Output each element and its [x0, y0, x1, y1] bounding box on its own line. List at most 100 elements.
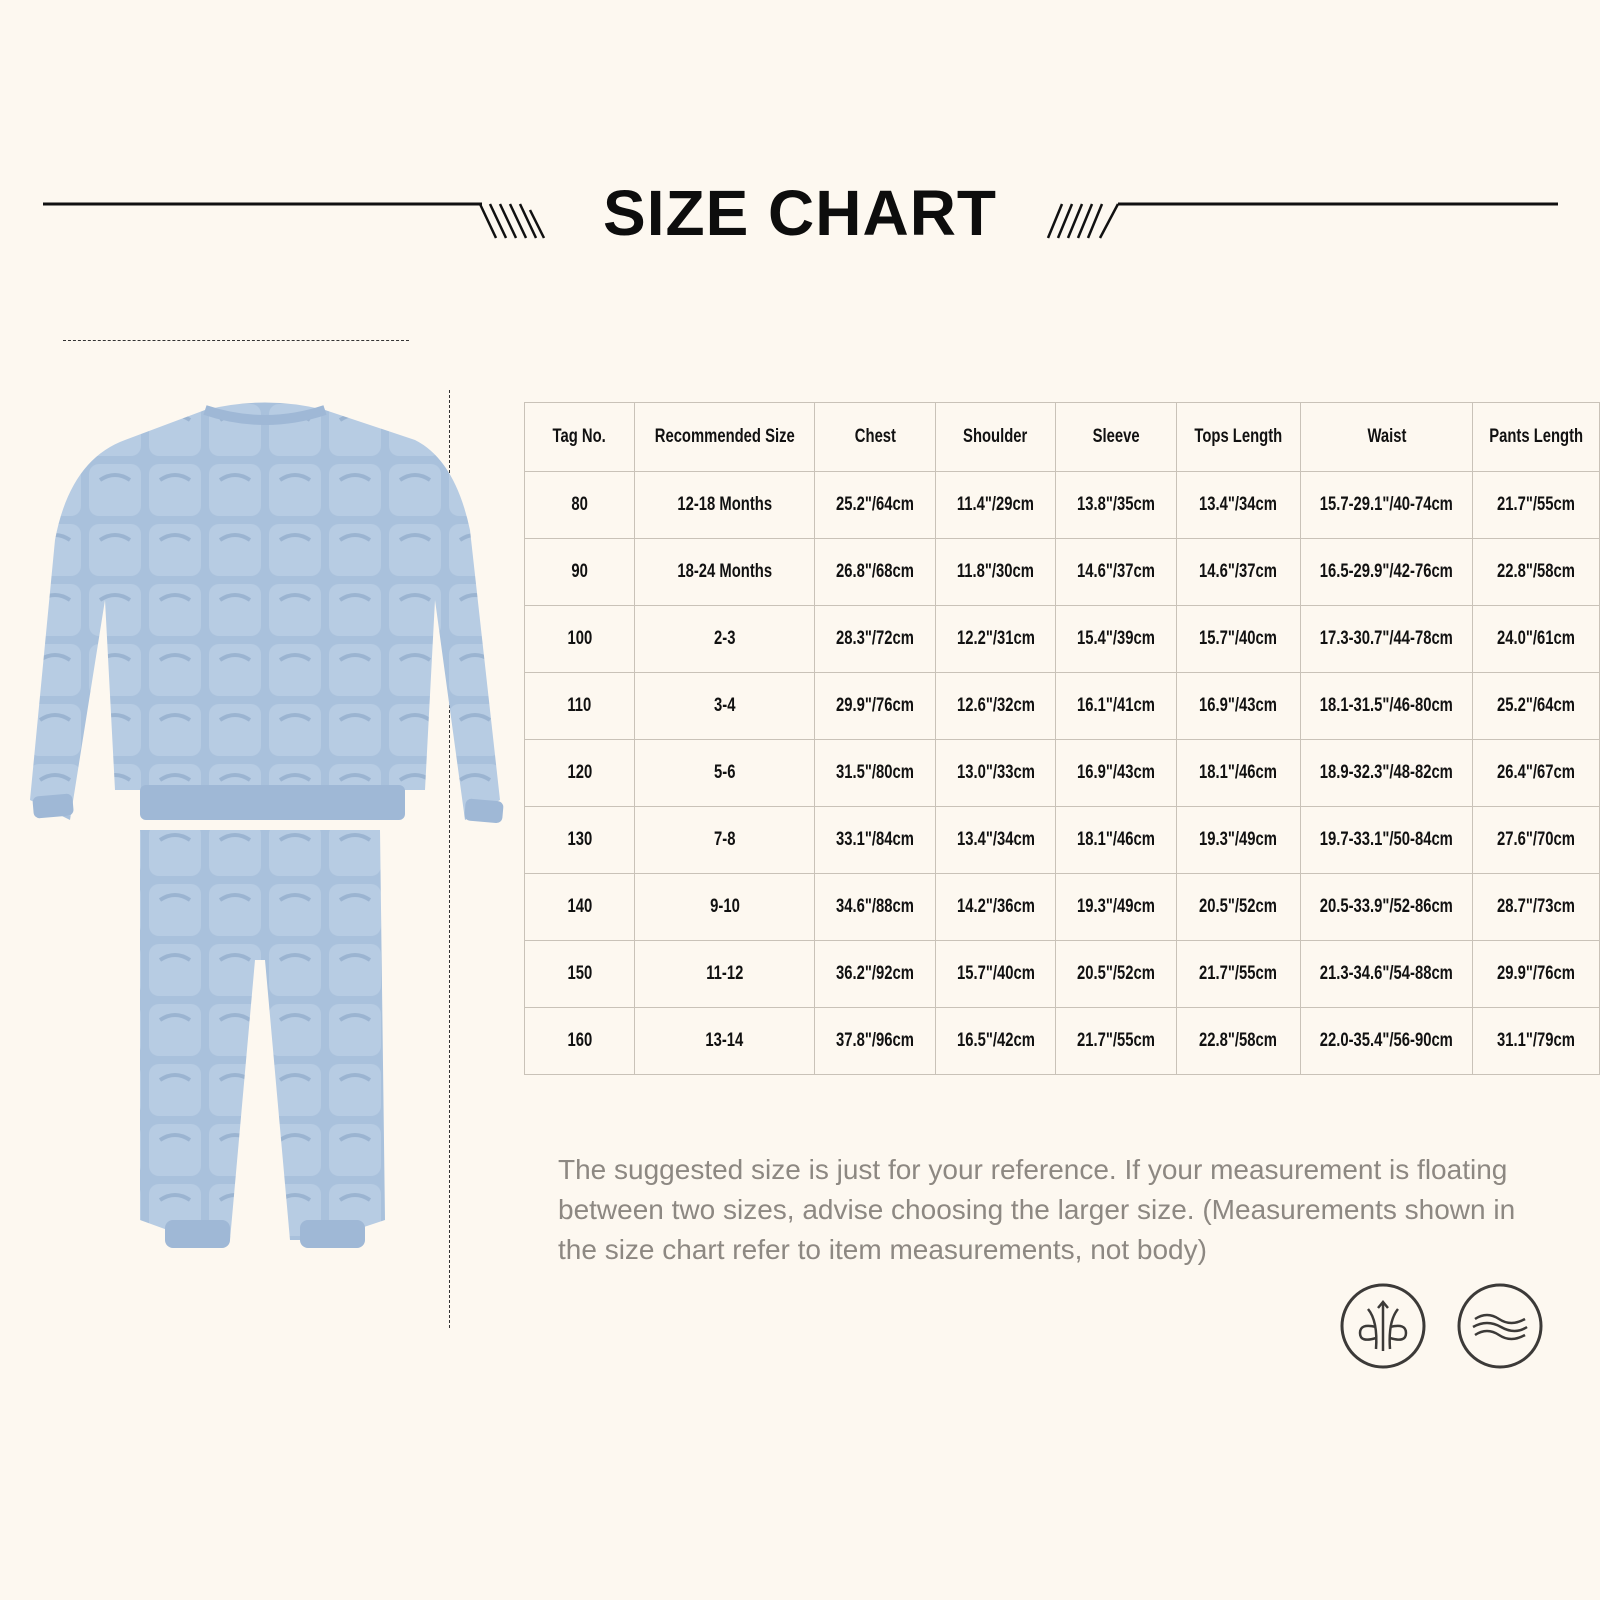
table-cell: 22.8"/58cm	[1471, 538, 1600, 606]
breathable-icon	[1340, 1283, 1426, 1369]
table-cell: 18.1"/46cm	[1175, 739, 1302, 807]
table-cell: 160	[524, 1007, 635, 1075]
cell-value: 21.7"/55cm	[1076, 1030, 1155, 1051]
column-header: Tops Length	[1175, 402, 1302, 472]
table-cell: 2-3	[633, 605, 816, 673]
cell-value: 15.7"/40cm	[956, 963, 1035, 984]
cell-value: 110	[567, 695, 592, 716]
cell-value: 13-14	[705, 1030, 744, 1051]
column-header-label: Waist	[1367, 426, 1407, 447]
cell-value: 16.1"/41cm	[1076, 695, 1155, 716]
cell-value: 18.1-31.5"/46-80cm	[1319, 695, 1454, 716]
table-cell: 29.9"/76cm	[814, 672, 936, 740]
cell-value: 18.1"/46cm	[1076, 829, 1155, 850]
cell-value: 160	[567, 1030, 592, 1051]
table-cell: 18-24 Months	[633, 538, 816, 606]
cell-value: 16.9"/43cm	[1199, 695, 1278, 716]
cell-value: 15.4"/39cm	[1076, 628, 1155, 649]
cell-value: 7-8	[713, 829, 736, 850]
table-row: 160 13-14 37.8"/96cm 16.5"/42cm 21.7"/55cm 22…	[524, 1007, 1600, 1075]
dashed-divider	[63, 340, 409, 341]
page-title: SIZE CHART	[603, 177, 997, 249]
table-cell: 33.1"/84cm	[814, 806, 936, 874]
cell-value: 21.7"/55cm	[1496, 494, 1575, 515]
table-cell: 16.9"/43cm	[1055, 739, 1177, 807]
table-cell: 31.1"/79cm	[1471, 1007, 1600, 1075]
table-cell: 21.7"/55cm	[1175, 940, 1302, 1008]
table-cell: 17.3-30.7"/44-78cm	[1300, 605, 1473, 673]
cell-value: 18.9-32.3"/48-82cm	[1319, 762, 1454, 783]
table-cell: 120	[524, 739, 635, 807]
cell-value: 21.7"/55cm	[1199, 963, 1278, 984]
cell-value: 26.4"/67cm	[1496, 762, 1575, 783]
column-header-label: Sleeve	[1092, 426, 1140, 447]
soft-wave-icon	[1457, 1283, 1543, 1369]
table-row: 140 9-10 34.6"/88cm 14.2"/36cm 19.3"/49cm 20.…	[524, 873, 1600, 941]
cell-value: 11.4"/29cm	[956, 494, 1035, 515]
table-cell: 20.5"/52cm	[1055, 940, 1177, 1008]
title-decoration	[43, 202, 1558, 239]
table-cell: 29.9"/76cm	[1471, 940, 1600, 1008]
cell-value: 26.8"/68cm	[836, 561, 915, 582]
table-row: 130 7-8 33.1"/84cm 13.4"/34cm 18.1"/46cm 19.3…	[524, 806, 1600, 874]
cell-value: 16.9"/43cm	[1076, 762, 1155, 783]
table-cell: 13.4"/34cm	[934, 806, 1057, 874]
table-cell: 25.2"/64cm	[814, 471, 936, 539]
table-header-row: Tag No. Recommended Size Chest Shoulder Slee…	[524, 402, 1600, 472]
table-cell: 19.3"/49cm	[1055, 873, 1177, 941]
cell-value: 11-12	[706, 963, 744, 984]
table-cell: 11-12	[633, 940, 816, 1008]
cell-value: 34.6"/88cm	[836, 896, 915, 917]
table-cell: 34.6"/88cm	[814, 873, 936, 941]
cell-value: 11.8"/30cm	[956, 561, 1035, 582]
table-cell: 28.3"/72cm	[814, 605, 936, 673]
cell-value: 9-10	[709, 896, 740, 917]
table-cell: 21.7"/55cm	[1055, 1007, 1177, 1075]
cell-value: 13.4"/34cm	[956, 829, 1035, 850]
cell-value: 24.0"/61cm	[1496, 628, 1575, 649]
table-cell: 18.1"/46cm	[1055, 806, 1177, 874]
table-cell: 37.8"/96cm	[814, 1007, 936, 1075]
column-header-label: Chest	[854, 426, 896, 447]
table-cell: 13.4"/34cm	[1175, 471, 1302, 539]
column-header: Chest	[814, 402, 936, 472]
cell-value: 130	[567, 829, 592, 850]
cell-value: 15.7-29.1"/40-74cm	[1319, 494, 1454, 515]
cell-value: 80	[571, 494, 588, 515]
table-cell: 150	[524, 940, 635, 1008]
table-cell: 80	[524, 471, 635, 539]
table-row: 80 12-18 Months 25.2"/64cm 11.4"/29cm 13.8"/…	[524, 471, 1600, 539]
table-cell: 15.7"/40cm	[934, 940, 1057, 1008]
table-cell: 16.5"/42cm	[934, 1007, 1057, 1075]
cell-value: 13.8"/35cm	[1076, 494, 1155, 515]
table-cell: 15.4"/39cm	[1055, 605, 1177, 673]
cell-value: 18.1"/46cm	[1199, 762, 1278, 783]
table-cell: 22.8"/58cm	[1175, 1007, 1302, 1075]
cell-value: 120	[567, 762, 592, 783]
cell-value: 5-6	[713, 762, 736, 783]
cell-value: 37.8"/96cm	[836, 1030, 915, 1051]
table-cell: 16.9"/43cm	[1175, 672, 1302, 740]
column-header: Recommended Size	[633, 402, 816, 472]
column-header-label: Shoulder	[963, 426, 1028, 447]
table-cell: 15.7"/40cm	[1175, 605, 1302, 673]
cell-value: 13.0"/33cm	[956, 762, 1035, 783]
table-cell: 20.5"/52cm	[1175, 873, 1302, 941]
cell-value: 2-3	[713, 628, 736, 649]
table-cell: 26.8"/68cm	[814, 538, 936, 606]
table-cell: 36.2"/92cm	[814, 940, 936, 1008]
cell-value: 90	[571, 561, 588, 582]
table-cell: 130	[524, 806, 635, 874]
table-cell: 90	[524, 538, 635, 606]
cell-value: 20.5"/52cm	[1199, 896, 1278, 917]
table-cell: 22.0-35.4"/56-90cm	[1300, 1007, 1473, 1075]
cell-value: 140	[567, 896, 592, 917]
vertical-dashed-divider	[449, 390, 450, 1328]
cell-value: 22.8"/58cm	[1496, 561, 1575, 582]
table-cell: 12-18 Months	[633, 471, 816, 539]
cell-value: 29.9"/76cm	[836, 695, 915, 716]
table-cell: 21.3-34.6"/54-88cm	[1300, 940, 1473, 1008]
table-cell: 31.5"/80cm	[814, 739, 936, 807]
cell-value: 21.3-34.6"/54-88cm	[1319, 963, 1454, 984]
table-cell: 9-10	[633, 873, 816, 941]
